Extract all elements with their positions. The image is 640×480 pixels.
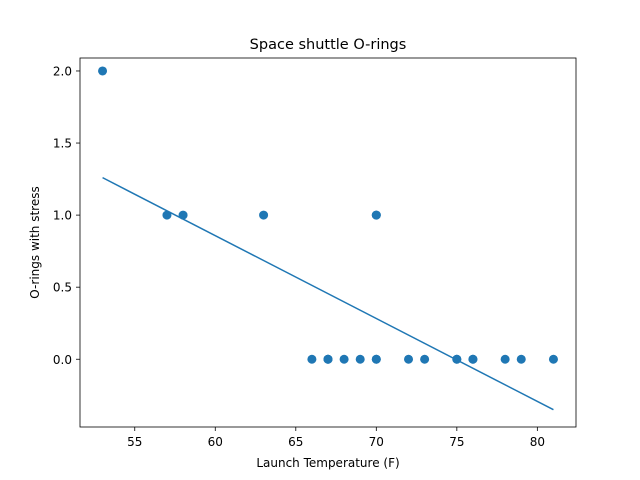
plot-area: [98, 66, 558, 411]
fit-line: [102, 176, 554, 411]
x-tick-label: 75: [449, 435, 464, 449]
y-tick-label: 0.0: [53, 353, 72, 367]
x-tick-label: 60: [208, 435, 223, 449]
x-tick-label: 80: [530, 435, 545, 449]
data-point: [355, 354, 365, 364]
y-tick-label: 1.0: [53, 209, 72, 223]
data-point: [371, 210, 381, 220]
y-tick-label: 0.5: [53, 281, 72, 295]
data-point: [259, 210, 269, 220]
x-tick-label: 55: [127, 435, 142, 449]
x-tick-label: 70: [369, 435, 384, 449]
data-point: [98, 66, 108, 76]
data-point: [468, 354, 478, 364]
data-point: [516, 354, 526, 364]
chart-title: Space shuttle O-rings: [250, 37, 407, 53]
data-point: [404, 354, 414, 364]
data-point: [548, 354, 558, 364]
axes-frame: [79, 57, 577, 428]
axis-ticks: 55 60 65 70 75 80 0.0 0.5 1.0 1.5 2.0: [53, 64, 545, 449]
data-point: [420, 354, 430, 364]
y-axis-label: O-rings with stress: [28, 186, 42, 298]
data-point: [307, 354, 317, 364]
data-point: [500, 354, 510, 364]
data-point: [371, 354, 381, 364]
data-point: [162, 210, 172, 220]
x-axis-label: Launch Temperature (F): [256, 456, 399, 470]
y-tick-label: 2.0: [53, 64, 72, 78]
x-tick-label: 65: [288, 435, 303, 449]
y-tick-label: 1.5: [53, 137, 72, 151]
data-point: [339, 354, 349, 364]
data-point: [323, 354, 333, 364]
